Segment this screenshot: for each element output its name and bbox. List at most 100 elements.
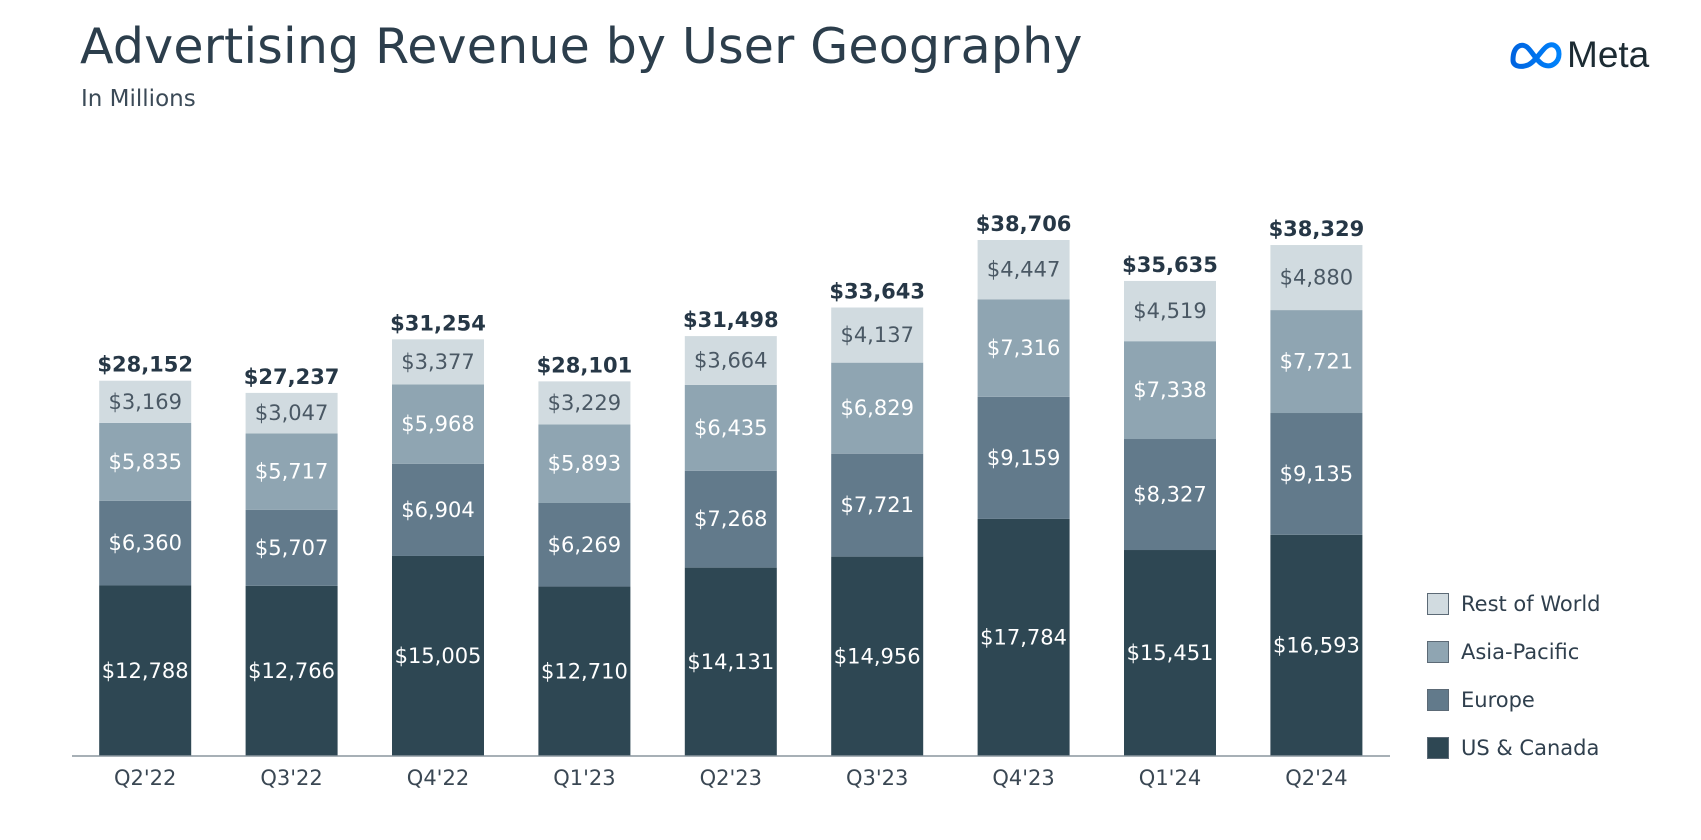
segment-value-label: $6,435	[694, 416, 767, 440]
x-axis-labels: Q2'22 Q3'22 Q4'22 Q1'23 Q2'23 Q3'23 Q4'23 Q1'24…	[114, 766, 1348, 790]
bar-stack: $15,005 $6,904 $5,968 $3,377 $31,254	[390, 311, 486, 756]
meta-logo: Meta	[1508, 30, 1649, 80]
segment-value-label: $6,269	[548, 533, 621, 557]
bar-segment	[1124, 550, 1216, 756]
meta-logo-text: Meta	[1567, 34, 1650, 75]
bar-segment	[977, 299, 1070, 397]
bar-total-label: $35,635	[1122, 253, 1218, 277]
bar-segment	[538, 502, 631, 587]
segment-value-label: $15,451	[1127, 641, 1214, 665]
bar-segment	[684, 567, 777, 756]
bar-segment	[245, 433, 338, 510]
segment-value-label: $7,338	[1133, 378, 1206, 402]
bar-segment	[538, 586, 631, 756]
segment-value-label: $16,593	[1273, 633, 1360, 657]
segment-value-label: $3,377	[401, 350, 474, 374]
bar-segment	[1124, 341, 1216, 440]
bar-stack: $12,766 $5,707 $5,717 $3,047 $27,237	[244, 365, 340, 756]
segment-value-label: $8,327	[1133, 483, 1206, 507]
legend-swatch	[1427, 737, 1449, 759]
x-tick-label: Q2'23	[700, 766, 762, 790]
segment-value-label: $4,137	[840, 323, 913, 347]
bar-segment	[977, 240, 1070, 300]
bar-total-label: $38,706	[976, 212, 1072, 236]
bars-group: $12,788$6,360$5,835$3,169$28,152$12,766$…	[97, 212, 1364, 756]
segment-value-label: $3,047	[255, 401, 328, 425]
bar-total-label: $31,254	[390, 311, 486, 335]
x-tick-label: Q2'24	[1285, 766, 1347, 790]
bar-segment	[684, 470, 777, 568]
segment-value-label: $14,131	[687, 650, 774, 674]
bar-segment	[538, 424, 631, 503]
segment-value-label: $5,717	[255, 460, 328, 484]
legend-item: Europe	[1427, 676, 1601, 724]
segment-value-label: $3,169	[108, 390, 181, 414]
legend-swatch	[1427, 641, 1449, 663]
bar-segment	[831, 307, 924, 363]
segment-value-label: $9,135	[1280, 462, 1353, 486]
bar-segment	[1270, 310, 1363, 414]
segment-value-label: $6,829	[840, 396, 913, 420]
segment-value-label: $7,721	[1280, 350, 1353, 374]
bar-segment	[99, 500, 192, 586]
segment-value-label: $12,788	[102, 659, 189, 683]
x-tick-label: Q3'23	[846, 766, 908, 790]
legend-swatch	[1427, 593, 1449, 615]
segment-value-label: $6,904	[401, 498, 474, 522]
bar-segment	[1270, 413, 1363, 535]
segment-value-label: $9,159	[987, 446, 1060, 470]
bar-segment	[1270, 245, 1363, 311]
segment-value-label: $5,835	[108, 450, 181, 474]
bar-segment	[831, 453, 924, 557]
chart-title: Advertising Revenue by User Geography	[80, 18, 1083, 75]
bar-segment	[99, 380, 192, 423]
segment-value-label: $3,664	[694, 349, 767, 373]
bar-segment	[538, 381, 631, 425]
bar-stack: $14,131 $7,268 $6,435 $3,664 $31,498	[683, 308, 779, 756]
segment-value-label: $17,784	[980, 625, 1067, 649]
bar-segment	[1270, 534, 1363, 756]
x-tick-label: Q4'22	[407, 766, 469, 790]
bar-segment	[977, 396, 1070, 519]
legend-label: Rest of World	[1461, 592, 1601, 616]
bar-total-label: $38,329	[1269, 217, 1365, 241]
x-tick-label: Q1'23	[553, 766, 615, 790]
bar-stack: $17,784 $9,159 $7,316 $4,447 $38,706	[976, 212, 1072, 756]
bar-stack: $12,710 $6,269 $5,893 $3,229 $28,101	[537, 353, 633, 756]
segment-value-label: $5,968	[401, 412, 474, 436]
bar-segment	[392, 339, 484, 385]
legend: Rest of World Asia-Pacific Europe US & Cana…	[1427, 580, 1601, 772]
segment-value-label: $12,710	[541, 659, 628, 683]
segment-value-label: $7,316	[987, 336, 1060, 360]
bar-segment	[392, 555, 484, 756]
legend-item: US & Canada	[1427, 724, 1601, 772]
bar-segment	[684, 384, 777, 471]
bar-segment	[99, 585, 192, 756]
bar-segment	[977, 518, 1070, 756]
bar-segment	[392, 463, 484, 556]
bar-segment	[245, 392, 338, 434]
chart-subtitle: In Millions	[81, 86, 196, 112]
bar-segment	[684, 336, 777, 385]
x-tick-label: Q1'24	[1139, 766, 1201, 790]
legend-swatch	[1427, 689, 1449, 711]
legend-item: Asia-Pacific	[1427, 628, 1601, 676]
bar-total-label: $28,152	[97, 353, 193, 377]
segment-value-label: $7,268	[694, 507, 767, 531]
segment-value-label: $15,005	[395, 644, 482, 668]
bar-segment	[245, 585, 338, 756]
segment-value-label: $4,880	[1280, 266, 1353, 290]
legend-item: Rest of World	[1427, 580, 1601, 628]
x-tick-label: Q4'23	[992, 766, 1054, 790]
bar-segment	[392, 384, 484, 464]
segment-value-label: $4,519	[1133, 299, 1206, 323]
segment-value-label: $14,956	[834, 644, 921, 668]
bar-total-label: $28,101	[537, 353, 633, 377]
meta-infinity-icon	[1510, 42, 1562, 69]
bar-total-label: $33,643	[829, 279, 925, 303]
segment-value-label: $12,766	[248, 659, 335, 683]
bar-total-label: $27,237	[244, 365, 340, 389]
bar-segment	[831, 556, 924, 756]
x-tick-label: Q3'22	[260, 766, 322, 790]
